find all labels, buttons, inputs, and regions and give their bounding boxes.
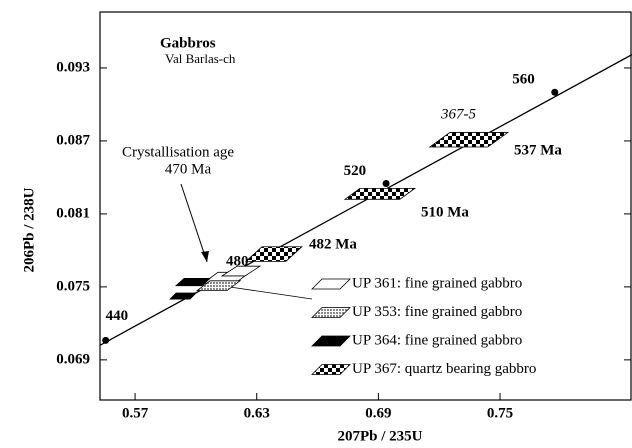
annotation: 537 Ma xyxy=(514,142,562,158)
error-box xyxy=(244,246,303,262)
annotation: 510 Ma xyxy=(421,204,469,220)
error-box xyxy=(195,280,242,291)
legend-swatch xyxy=(311,278,351,290)
annotation: Crystallisation age xyxy=(122,144,234,160)
x-tick-label: 0.63 xyxy=(244,405,270,421)
legend-swatch xyxy=(311,307,351,318)
age-point xyxy=(102,336,110,344)
age-label: 560 xyxy=(512,72,535,88)
error-box xyxy=(169,292,198,300)
y-tick-label: 0.087 xyxy=(56,132,90,148)
annotation: 482 Ma xyxy=(309,236,357,252)
legend-label: UP 353: fine grained gabbro xyxy=(352,304,522,320)
y-tick-label: 0.093 xyxy=(56,59,90,75)
age-label: 520 xyxy=(344,163,367,179)
x-tick-label: 0.75 xyxy=(487,405,513,421)
concordia-line xyxy=(99,54,632,346)
plot-frame xyxy=(99,11,632,401)
error-box xyxy=(174,277,212,287)
annotation-arrowhead xyxy=(201,251,209,262)
y-tick-label: 0.081 xyxy=(56,205,90,221)
error-box xyxy=(220,265,262,277)
age-label: 440 xyxy=(106,308,128,324)
y-tick-label: 0.069 xyxy=(56,351,90,367)
legend-label: UP 361: fine grained gabbro xyxy=(352,275,522,291)
chart-title: Gabbros xyxy=(160,35,216,51)
x-tick-label: 0.57 xyxy=(122,405,149,421)
y-axis-label: 206Pb / 238U xyxy=(21,187,37,272)
pointer-line xyxy=(229,286,313,300)
annotation: 480 xyxy=(226,253,249,269)
annotation-arrow xyxy=(180,183,208,263)
chart-subtitle: Val Barlas-ch xyxy=(165,51,236,66)
x-tick-label: 0.69 xyxy=(365,405,391,421)
legend-label: UP 367: quartz bearing gabbro xyxy=(352,361,536,377)
y-tick-label: 0.075 xyxy=(56,278,90,294)
legend-swatch xyxy=(311,364,351,375)
error-box xyxy=(428,132,510,148)
age-point xyxy=(382,179,390,187)
legend-swatch xyxy=(311,335,351,347)
age-point xyxy=(551,88,559,96)
legend-label: UP 364: fine grained gabbro xyxy=(352,332,522,348)
x-axis-label: 207Pb / 235U xyxy=(337,428,422,444)
annotation: 367-5 xyxy=(440,106,476,122)
error-box xyxy=(343,187,417,200)
annotation: 470 Ma xyxy=(165,161,212,177)
